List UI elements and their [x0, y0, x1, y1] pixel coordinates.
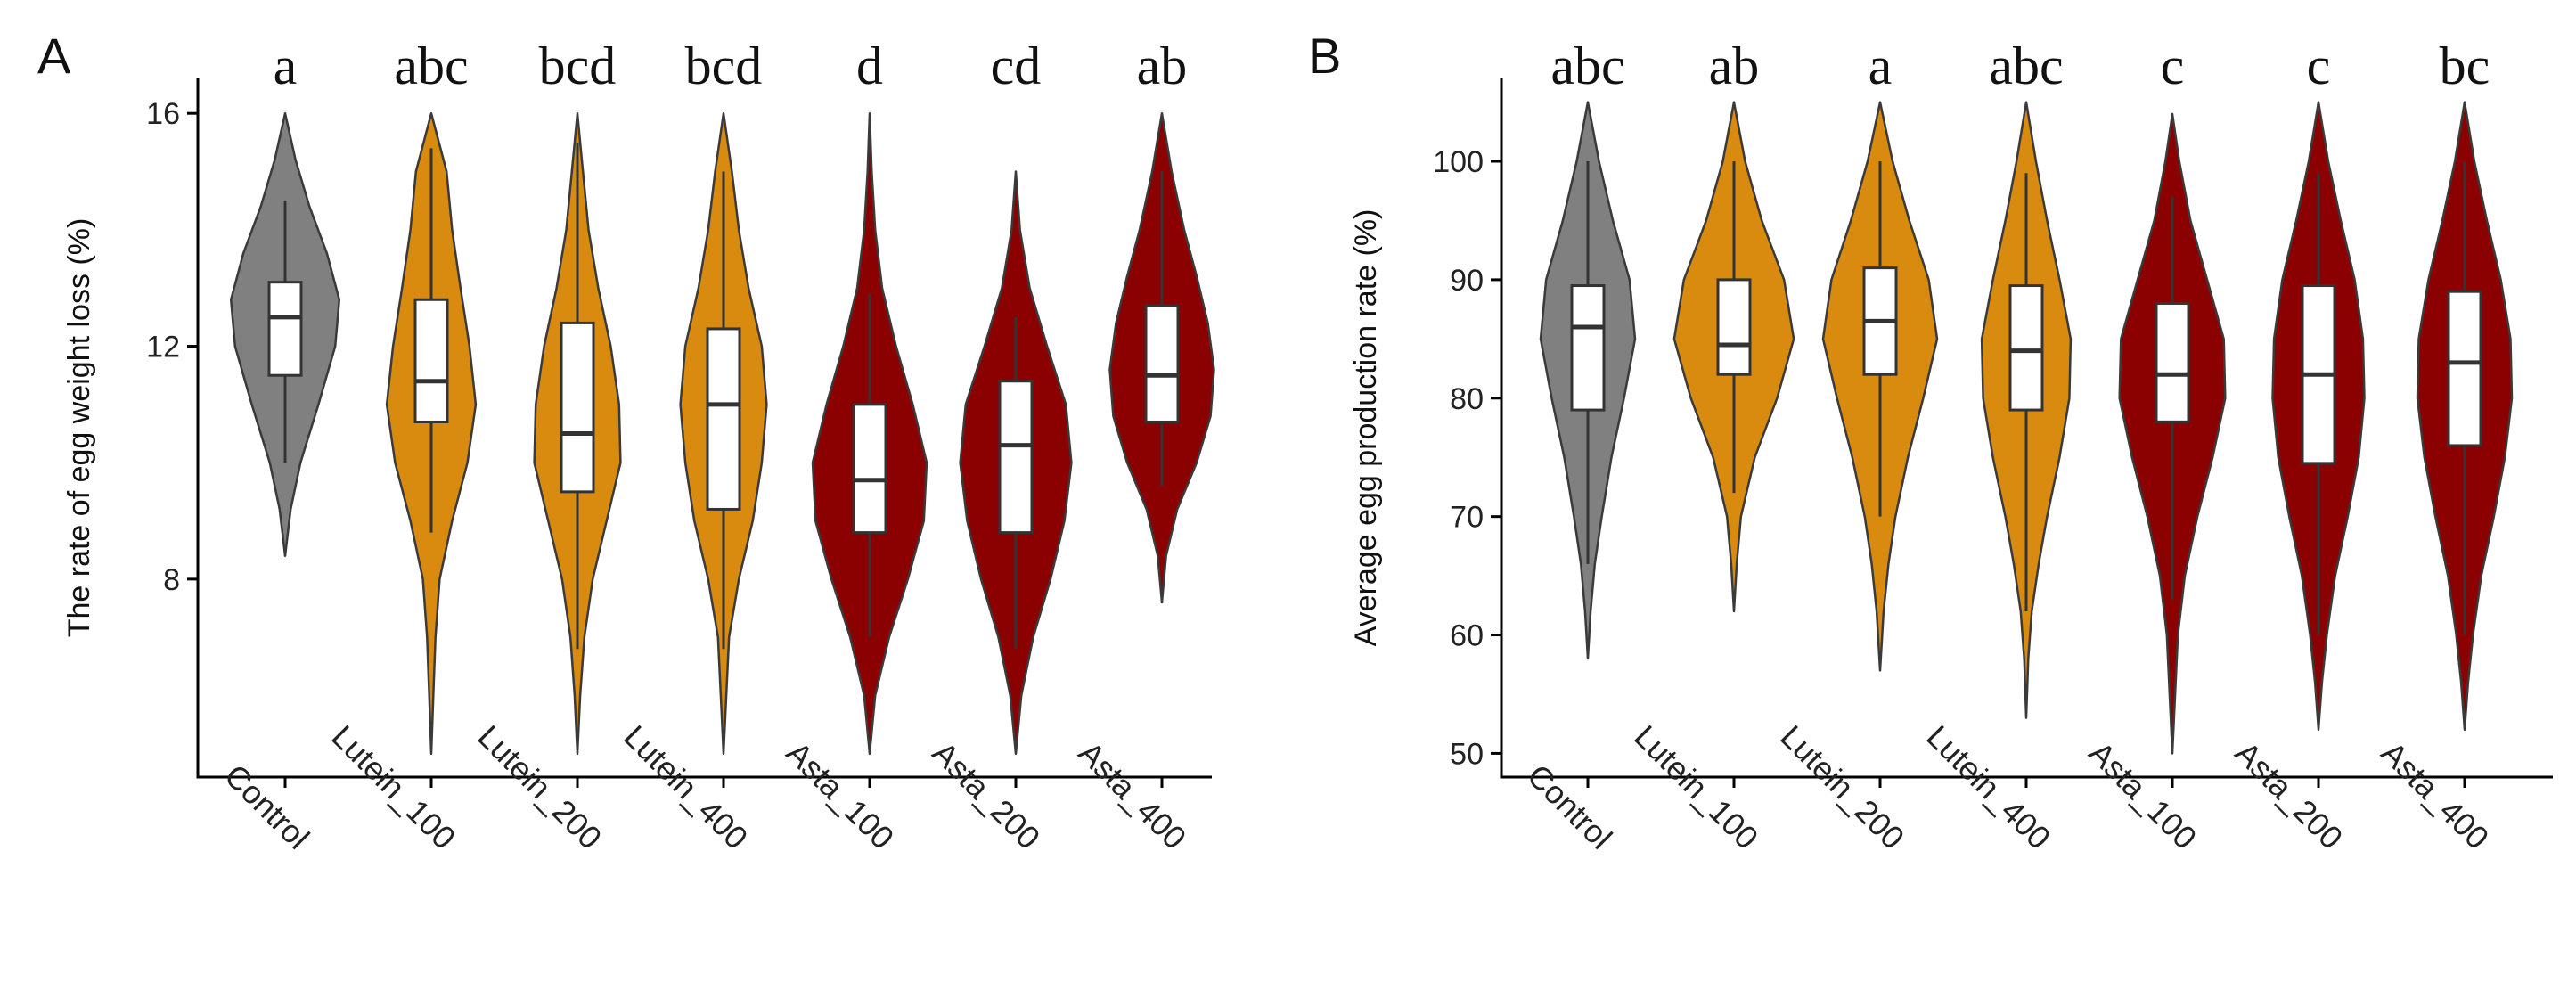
iqr-box: [706, 327, 741, 511]
significance-letter: ab: [1709, 37, 1760, 95]
y-tick-label: 100: [1433, 145, 1484, 179]
panel-label: A: [37, 28, 71, 84]
x-tick-label: Lutein_400: [617, 718, 755, 856]
iqr-box: [1570, 284, 1606, 412]
significance-letter: bc: [2440, 37, 2490, 95]
iqr-box: [560, 321, 595, 494]
x-tick-label: Asta_100: [780, 734, 902, 856]
iqr-box: [2447, 290, 2482, 447]
x-tick-label: Control: [1520, 757, 1619, 856]
x-tick-label: Lutein_100: [1627, 718, 1765, 856]
y-tick-label: 80: [1450, 382, 1484, 416]
significance-letter: c: [2307, 37, 2331, 95]
significance-letter: cd: [991, 37, 1042, 95]
iqr-box: [1716, 278, 1752, 376]
significance-letter: a: [1869, 37, 1893, 95]
x-tick-label: Lutein_200: [1773, 718, 1911, 856]
panel-a: A 8 12 16 The rate of egg weight loss (%) Con…: [37, 28, 1215, 856]
iqr-box: [2008, 284, 2044, 412]
panel-b: B 50 60 70 80 90 100 Average egg production rat…: [1308, 28, 2553, 856]
iqr-box: [1144, 304, 1180, 423]
y-axis-title: Average egg production rate (%): [1349, 209, 1383, 647]
y-axis-title: The rate of egg weight loss (%): [62, 218, 96, 638]
x-tick-label: Control: [217, 757, 316, 856]
significance-letter: abc: [394, 37, 468, 95]
y-tick-label: 50: [1450, 737, 1484, 771]
y-tick-label: 16: [146, 97, 180, 131]
significance-letter: bcd: [685, 37, 763, 95]
x-tick-label: Lutein_200: [470, 718, 609, 856]
iqr-box: [852, 403, 887, 535]
significance-letter: ab: [1137, 37, 1188, 95]
significance-letter: c: [2161, 37, 2185, 95]
x-tick-label: Asta_100: [2082, 734, 2204, 856]
significance-letter: abc: [1550, 37, 1624, 95]
significance-letter: abc: [1989, 37, 2063, 95]
iqr-box: [413, 298, 449, 423]
x-tick-label: Asta_400: [1072, 734, 1194, 856]
y-tick-label: 8: [163, 563, 180, 597]
iqr-box: [267, 281, 303, 377]
x-tick-label: Asta_200: [926, 734, 1048, 856]
y-tick-label: 60: [1450, 619, 1484, 653]
y-tick-label: 70: [1450, 501, 1484, 535]
panel-label: B: [1308, 28, 1341, 84]
x-tick-label: Asta_400: [2375, 734, 2497, 856]
iqr-box: [2155, 301, 2190, 423]
x-tick-label: Asta_200: [2228, 734, 2351, 856]
y-tick-label: 12: [146, 331, 180, 364]
significance-letter: d: [856, 37, 883, 95]
y-tick-label: 90: [1450, 264, 1484, 298]
significance-letter: bcd: [539, 37, 617, 95]
significance-letter: a: [274, 37, 298, 95]
x-tick-label: Lutein_100: [324, 718, 462, 856]
x-tick-label: Lutein_400: [1919, 718, 2057, 856]
iqr-box: [998, 380, 1034, 535]
